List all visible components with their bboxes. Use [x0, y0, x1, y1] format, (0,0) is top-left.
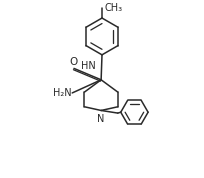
Text: N: N — [98, 114, 105, 124]
Text: HN: HN — [81, 61, 96, 70]
Text: CH₃: CH₃ — [105, 3, 123, 13]
Text: O: O — [69, 57, 77, 67]
Text: H₂N: H₂N — [53, 88, 71, 98]
